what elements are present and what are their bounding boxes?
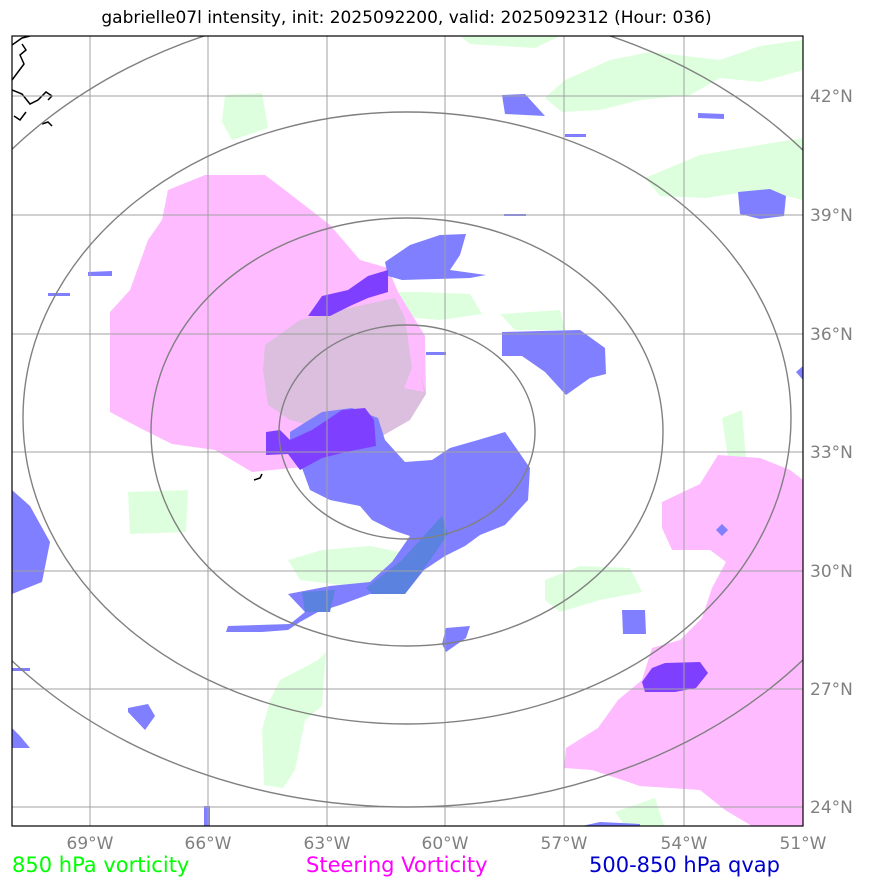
- lat-label-42n: 42°N: [810, 87, 853, 107]
- qvap-overlap-field: [266, 270, 708, 692]
- map-title: gabrielle07l intensity, init: 2025092200…: [101, 8, 712, 28]
- lon-label-63w: 63°W: [304, 834, 351, 854]
- lat-label-27n: 27°N: [810, 680, 853, 700]
- lon-label-66w: 66°W: [185, 834, 232, 854]
- lat-label-39n: 39°N: [810, 206, 853, 226]
- lon-label-51w: 51°W: [780, 834, 827, 854]
- vorticity-850-field: [128, 36, 803, 826]
- longitude-tick-labels: 69°W 66°W 63°W 60°W 57°W 54°W 51°W: [67, 834, 827, 854]
- lat-label-30n: 30°N: [810, 562, 853, 582]
- graticule: [12, 36, 803, 826]
- legend-qvap: 500-850 hPa qvap: [589, 853, 780, 877]
- map-frame: [11, 35, 804, 827]
- lon-label-54w: 54°W: [661, 834, 708, 854]
- lon-label-69w: 69°W: [67, 834, 114, 854]
- lon-label-57w: 57°W: [541, 834, 588, 854]
- lat-label-36n: 36°N: [810, 325, 853, 345]
- lat-label-33n: 33°N: [810, 443, 853, 463]
- lon-label-60w: 60°W: [422, 834, 469, 854]
- legend-850-vorticity: 850 hPa vorticity: [12, 853, 190, 877]
- range-rings: [12, 36, 803, 808]
- legend-steering-vorticity: Steering Vorticity: [306, 853, 488, 877]
- latitude-tick-labels: 42°N 39°N 36°N 33°N 30°N 27°N 24°N: [810, 87, 853, 818]
- lat-label-24n: 24°N: [810, 798, 853, 818]
